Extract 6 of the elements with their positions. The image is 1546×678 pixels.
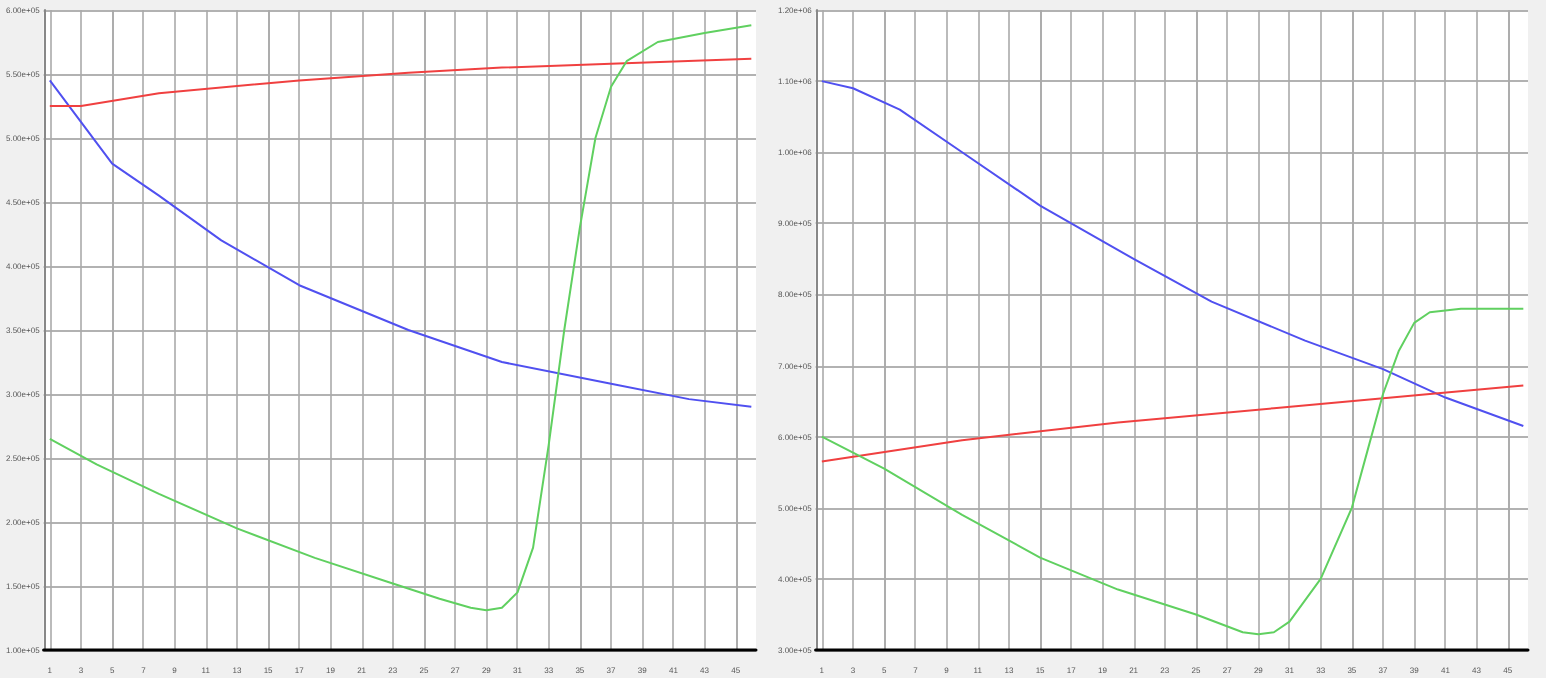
- line-series: [48, 57, 753, 107]
- line-series: [820, 307, 1525, 636]
- line-series: [820, 384, 1525, 463]
- line-series: [820, 80, 1525, 427]
- line-series: [48, 24, 753, 612]
- line-series: [48, 79, 753, 408]
